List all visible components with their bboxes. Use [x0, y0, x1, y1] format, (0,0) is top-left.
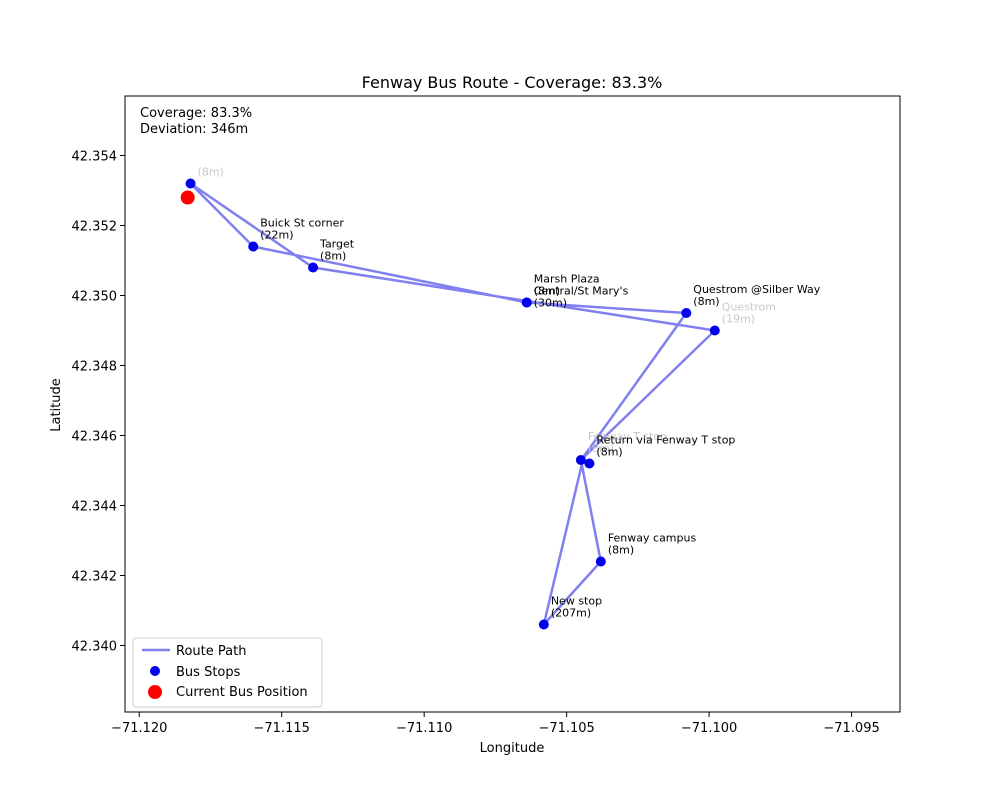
stop-name-label: Return via Fenway T stop — [596, 434, 735, 447]
stop-name-label: Fenway campus — [608, 532, 697, 545]
bus-stop-point — [185, 178, 196, 189]
deviation-text: Deviation: 346m — [140, 122, 248, 137]
legend-bus-swatch — [148, 685, 162, 699]
x-axis-label: Longitude — [480, 741, 545, 756]
x-tick-label: −71.120 — [111, 721, 167, 736]
x-tick-label: −71.105 — [538, 721, 594, 736]
stop-distance-label: (8m) — [596, 446, 622, 459]
x-tick-label: −71.100 — [681, 721, 737, 736]
info-box: Coverage: 83.3% Deviation: 346m — [140, 106, 252, 137]
stop-distance-label: (8m) — [588, 442, 614, 455]
coverage-text: Coverage: 83.3% — [140, 106, 252, 121]
legend-bus-label: Current Bus Position — [176, 685, 308, 700]
stop-distance-label: (8m) — [320, 250, 346, 263]
legend-stop-label: Bus Stops — [176, 665, 241, 680]
axis-ticks: −71.120 −71.115 −71.110 −71.105 −71.100 −71.0… — [72, 150, 880, 737]
stop-name-label: New stop — [551, 595, 602, 608]
stop-distance-label: (30m) — [534, 297, 567, 310]
x-tick-label: −71.115 — [254, 721, 310, 736]
legend: Route Path Bus Stops Current Bus Positio… — [132, 637, 323, 708]
stop-name-label: Buick St corner — [260, 217, 344, 230]
y-tick-label: 42.340 — [72, 640, 118, 655]
stop-distance-label: (22m) — [260, 229, 293, 242]
stop-name-label: Fenway T stop — [588, 430, 667, 443]
y-tick-label: 42.342 — [72, 570, 118, 585]
bus-stop-point — [584, 458, 595, 469]
y-axis-label: Latitude — [49, 378, 64, 432]
legend-stop-swatch — [150, 666, 160, 676]
bus-stop-point — [538, 619, 549, 630]
y-tick-label: 42.350 — [72, 290, 118, 305]
y-tick-label: 42.348 — [72, 360, 118, 375]
stop-name-label: Questrom @Silber Way — [693, 283, 820, 296]
stop-name-label: Questrom — [722, 301, 776, 314]
bus-stop-point — [308, 262, 319, 273]
bus-stop-point — [681, 308, 692, 318]
stop-distance-label: (8m) — [198, 166, 224, 179]
y-tick-label: 42.354 — [72, 150, 118, 165]
stop-name-label: Marsh Plaza — [534, 273, 600, 286]
current-bus-position-point — [180, 190, 195, 205]
legend-route-label: Route Path — [176, 644, 246, 659]
x-tick-label: −71.095 — [823, 721, 879, 736]
stop-name-label: Target — [319, 238, 355, 251]
bus-stop-point — [521, 297, 532, 308]
legend-frame — [132, 637, 323, 708]
y-tick-label: 42.344 — [72, 500, 118, 515]
bus-stop-point — [248, 241, 259, 252]
bus-stop-point — [575, 455, 586, 465]
stop-distance-label: (207m) — [551, 607, 591, 620]
bus-stop-point — [709, 325, 720, 336]
stop-distance-label: (8m) — [534, 285, 560, 298]
stop-distance-label: (8m) — [608, 544, 634, 557]
x-tick-label: −71.110 — [396, 721, 452, 736]
bus-stop-point — [595, 556, 606, 567]
stop-name-label: Central/St Mary's — [534, 285, 629, 298]
y-tick-label: 42.352 — [72, 220, 118, 235]
chart-title: Fenway Bus Route - Coverage: 83.3% — [362, 73, 663, 92]
axes-frame — [124, 95, 901, 713]
plot-area: (8m)Buick St corner(22m)Target(8m)Marsh … — [124, 95, 901, 713]
stop-distance-label: (19m) — [722, 313, 755, 326]
y-tick-label: 42.346 — [72, 430, 118, 445]
stop-distance-label: (8m) — [693, 295, 719, 308]
